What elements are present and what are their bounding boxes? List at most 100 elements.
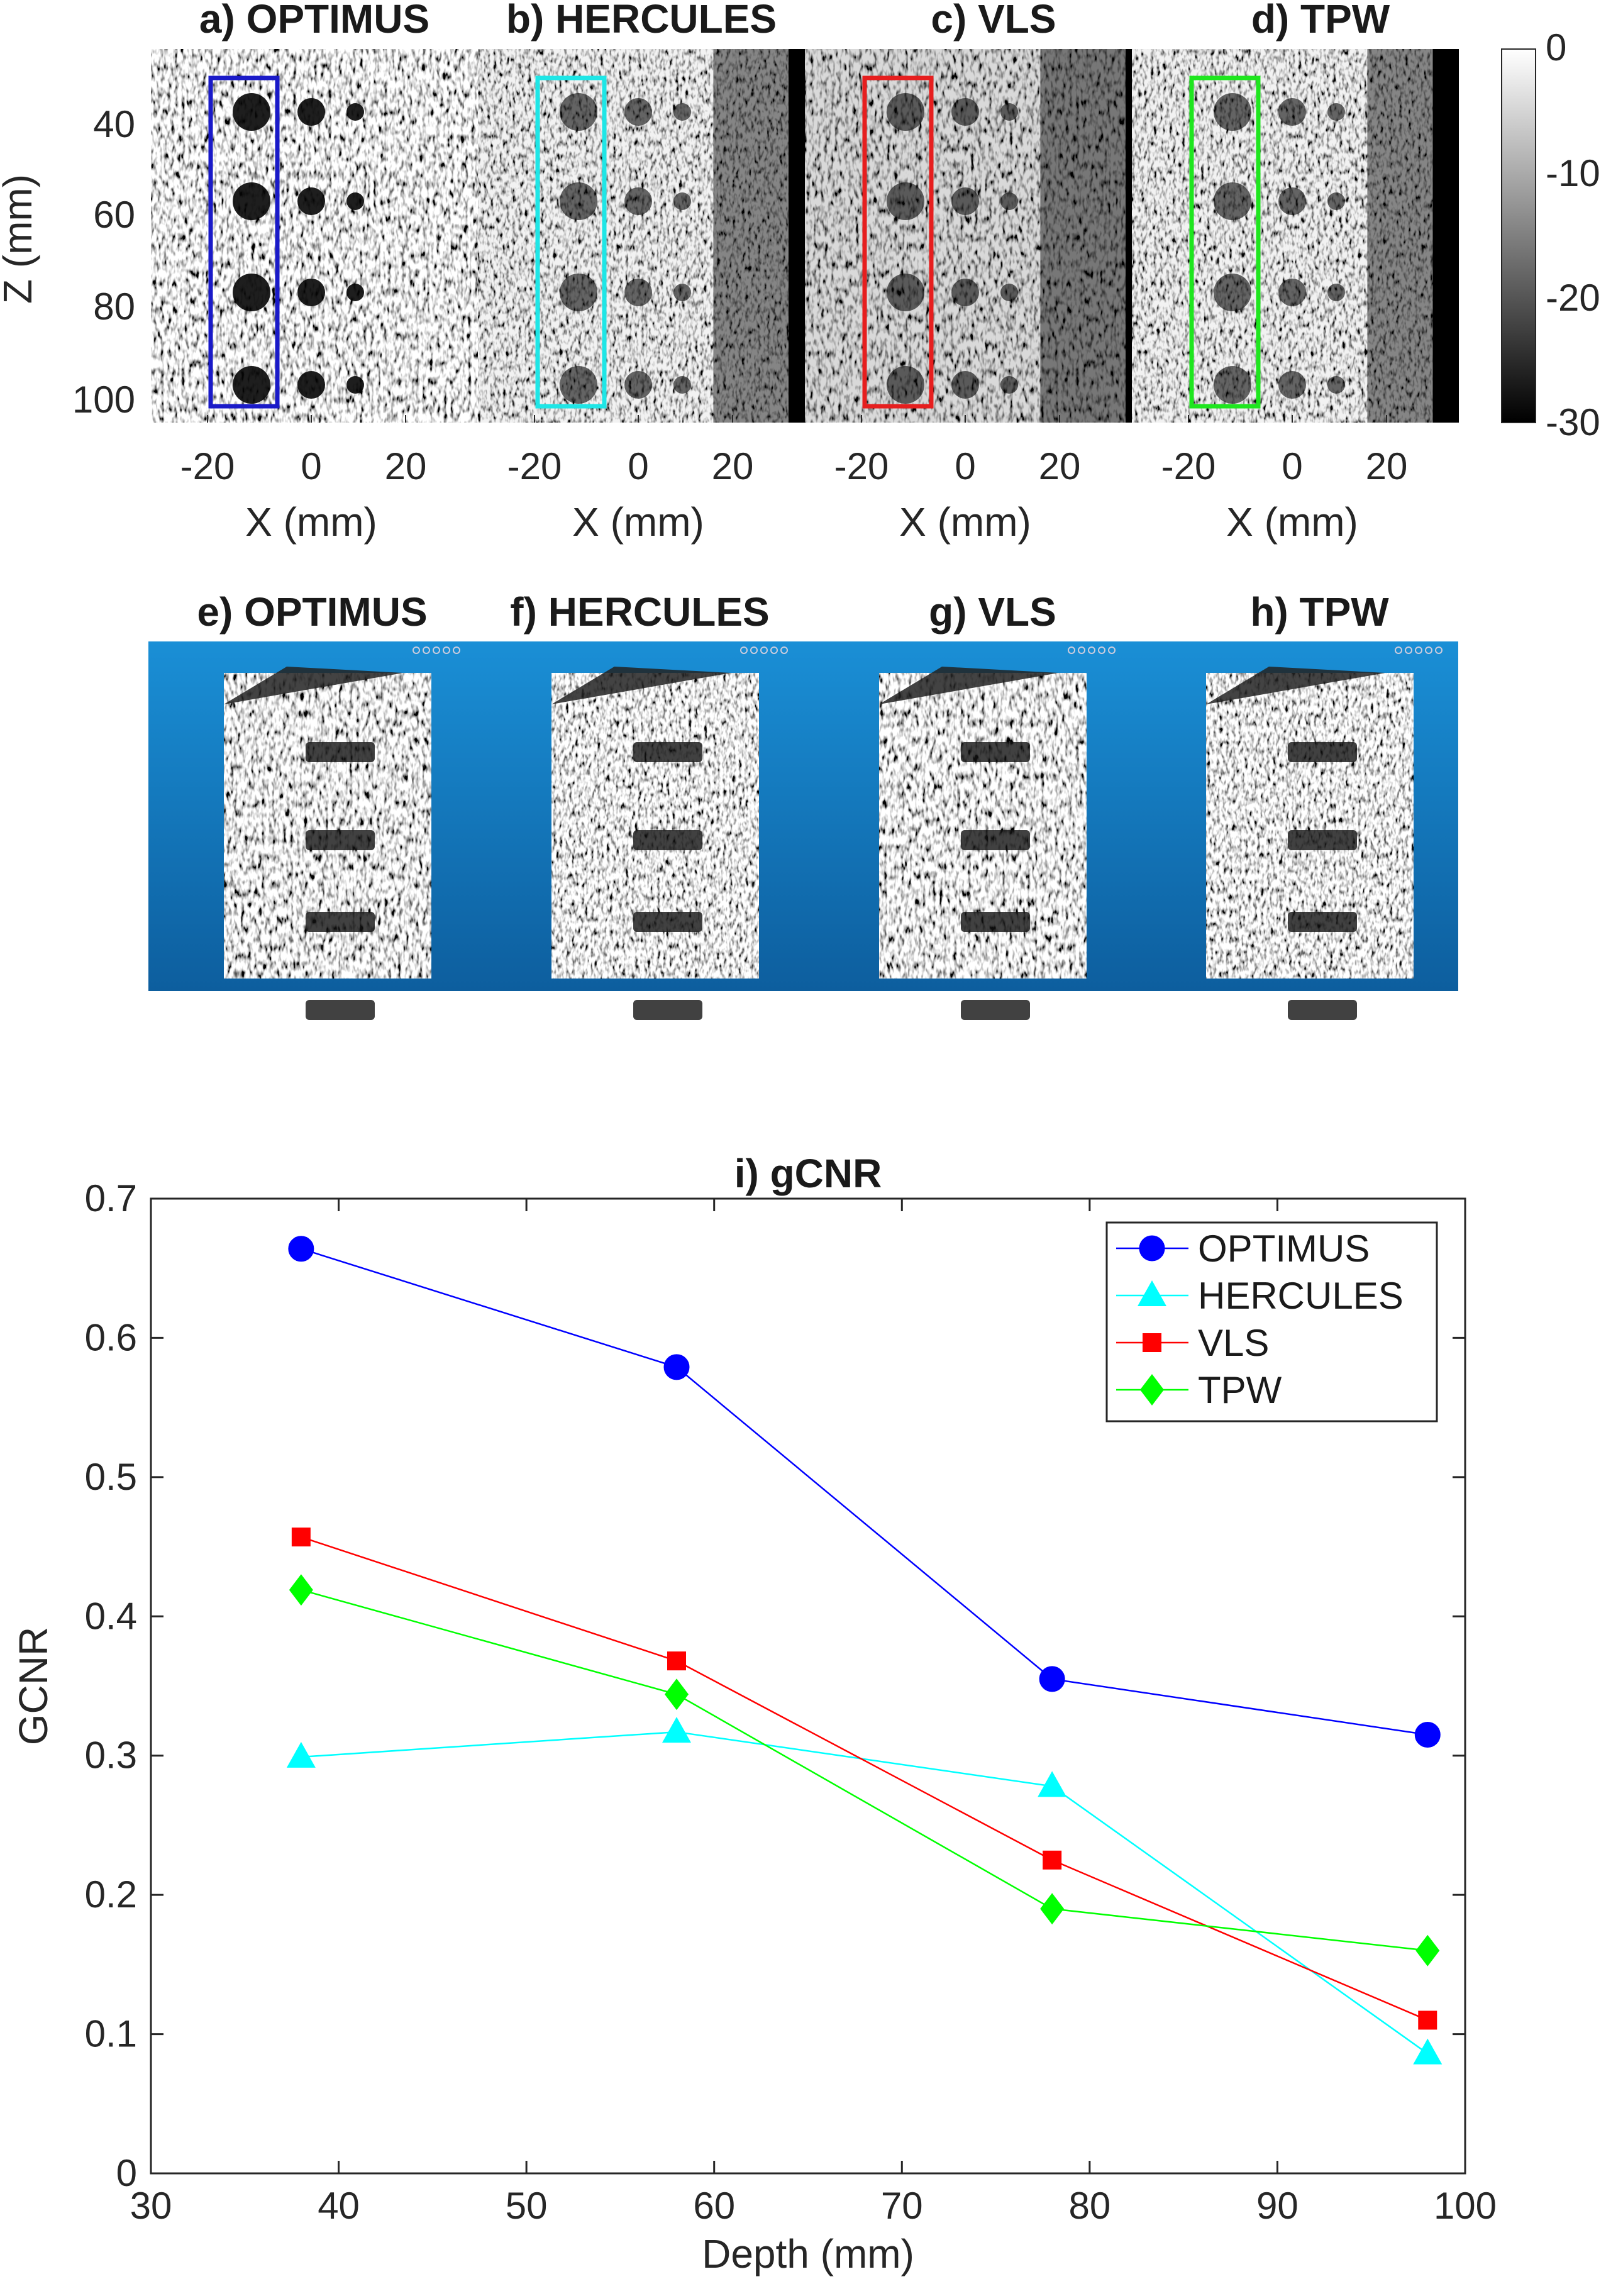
cyst: [1214, 182, 1251, 220]
x-tick-label: -20: [507, 445, 562, 487]
cyst: [624, 98, 652, 126]
speckle-region: [151, 49, 478, 423]
toolbar-icon: [1415, 646, 1422, 654]
data-point-vls: [667, 1651, 686, 1671]
y-tick-label: 80: [93, 286, 135, 328]
series-tpw: [289, 1574, 1440, 1966]
y-tick-label: 60: [93, 194, 135, 236]
toolbar-icon: [453, 646, 460, 654]
colorbar-tick-0: 0: [1546, 26, 1566, 69]
volume-panel-0: e) OPTIMUS: [148, 589, 476, 1020]
chart-title: i) gCNR: [734, 1151, 882, 1196]
roi-box: [862, 75, 934, 409]
y-tick-label: 0.7: [85, 1177, 137, 1219]
volume-cyst: [1288, 912, 1357, 932]
cyst: [346, 192, 364, 210]
cyst: [297, 371, 325, 399]
legend-label: TPW: [1198, 1369, 1282, 1411]
data-point-tpw: [665, 1678, 689, 1711]
volume-panels: e) OPTIMUS f) HERCULES g) VLS h) TPW: [148, 589, 1458, 1020]
cyst: [673, 192, 691, 210]
y-tick-label: 40: [93, 103, 135, 145]
volume-block: [551, 673, 759, 979]
cyst: [560, 274, 597, 311]
x-tick-label: 80: [1068, 2185, 1110, 2227]
volume-cyst: [1288, 830, 1357, 850]
volume-panel-title: e) OPTIMUS: [197, 589, 427, 635]
volume-cyst: [633, 912, 702, 932]
cyst: [951, 371, 979, 399]
cyst: [887, 182, 924, 220]
cyst: [1214, 366, 1251, 404]
toolbar-icon: [423, 646, 430, 654]
y-tick-label: 0.5: [85, 1456, 137, 1498]
y-tick-label: 0.2: [85, 1873, 137, 1916]
x-axis-label: X (mm): [572, 499, 704, 545]
data-point-hercules: [662, 1717, 691, 1743]
x-tick-label: 0: [955, 445, 975, 487]
volume-top-face: [879, 667, 1058, 704]
cyst: [560, 93, 597, 131]
chart-ylabel: GCNR: [11, 1627, 56, 1745]
x-tick-label: 30: [130, 2185, 172, 2227]
toolbar-icon: [413, 646, 420, 654]
cyst: [560, 366, 597, 404]
series-hercules: [286, 1717, 1443, 2065]
cyst: [233, 366, 270, 404]
x-tick-label: 20: [385, 445, 427, 487]
cyst: [624, 371, 652, 399]
data-point-vls: [1043, 1850, 1062, 1870]
volume-cyst: [633, 742, 702, 762]
x-tick-label: -20: [180, 445, 235, 487]
data-point-vls: [1418, 2010, 1437, 2030]
cyst: [346, 376, 364, 394]
toolbar-icon: [1425, 646, 1432, 654]
colorbar-tick-1: -10: [1546, 152, 1600, 194]
volume-block: [879, 673, 1087, 979]
x-tick-label: 40: [318, 2185, 360, 2227]
panel-title: c) VLS: [931, 0, 1056, 42]
toolbar-icon: [1395, 646, 1402, 654]
toolbar-icon: [443, 646, 450, 654]
cyst: [1327, 376, 1345, 394]
legend-label: HERCULES: [1198, 1275, 1404, 1317]
volume-cyst: [961, 830, 1030, 850]
volume-cyst: [306, 830, 375, 850]
legend-label: VLS: [1198, 1322, 1269, 1364]
cyst: [1000, 284, 1018, 301]
bmode-panel-3: d) TPW -20 0 20X (mm): [1132, 0, 1459, 545]
cyst: [624, 187, 652, 215]
legend-marker: [1143, 1333, 1161, 1352]
x-tick-label: -20: [834, 445, 889, 487]
bmode-panel-2: c) VLS -20 0 20X (mm): [805, 0, 1132, 545]
cyst: [1278, 279, 1306, 306]
roi-box: [535, 75, 607, 409]
colorbar-tick-3: -30: [1546, 401, 1600, 443]
data-point-tpw: [1415, 1934, 1440, 1966]
panel-title: a) OPTIMUS: [199, 0, 429, 42]
cyst: [1000, 103, 1018, 121]
volume-cyst: [961, 912, 1030, 932]
cyst: [1327, 192, 1345, 210]
cyst: [346, 284, 364, 301]
cyst: [1214, 93, 1251, 131]
cyst: [1278, 98, 1306, 126]
x-tick-label: 70: [881, 2185, 923, 2227]
volume-cyst: [1288, 1000, 1357, 1020]
cyst: [951, 279, 979, 306]
cyst: [624, 279, 652, 306]
toolbar-icon: [1108, 646, 1116, 654]
x-tick-label: 50: [506, 2185, 548, 2227]
toolbar-icon: [740, 646, 748, 654]
data-point-hercules: [286, 1741, 316, 1768]
plot-frame: [150, 1197, 1466, 2175]
toolbar-icon: [1405, 646, 1412, 654]
cyst: [233, 274, 270, 311]
volume-panel-2: g) VLS: [804, 589, 1131, 1020]
x-axis-label: X (mm): [245, 499, 377, 545]
panel-title: d) TPW: [1251, 0, 1390, 42]
cyst: [1000, 192, 1018, 210]
volume-cyst: [306, 1000, 375, 1020]
data-point-optimus: [288, 1236, 314, 1262]
